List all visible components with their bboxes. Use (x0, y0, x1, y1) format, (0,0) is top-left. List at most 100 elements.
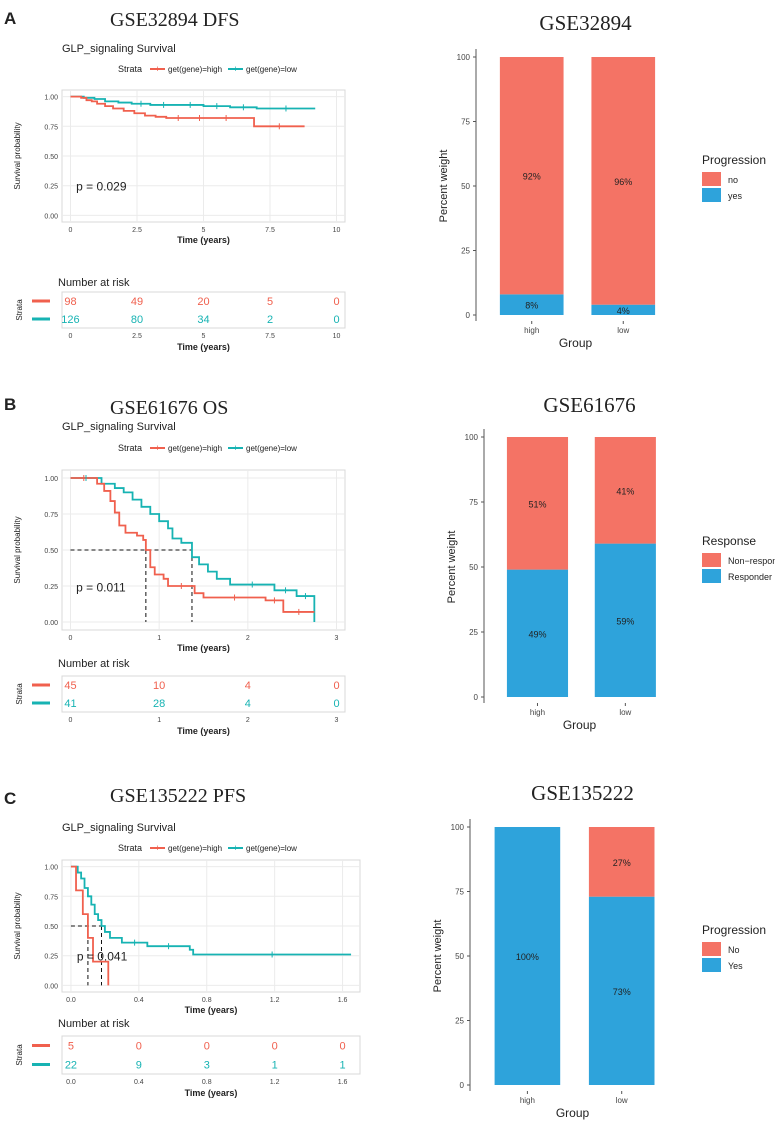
bar-plot-c: GSE135222 0 25 50 75 100 Percent weight 100% hig… (432, 781, 766, 1120)
bar-category-label: high (530, 708, 545, 717)
bar-category-label: low (619, 708, 631, 717)
km-curve-low (70, 95, 316, 110)
legend-low-marker: + (233, 843, 238, 853)
risk-ylabel: Strata (15, 1044, 24, 1066)
risk-xtick-label: 10 (333, 333, 341, 340)
legend-low-label: get(gene)=low (246, 844, 297, 853)
bar-ytick-label: 75 (469, 498, 478, 507)
km-xtick-label: 7.5 (265, 227, 275, 234)
bar-ytick-label: 50 (455, 952, 464, 961)
km-xtick-label: 0 (69, 635, 73, 642)
km-ytick-label: 1.00 (44, 95, 58, 102)
risk-xtick-label: 0 (69, 333, 73, 340)
bar-legend-bottom-swatch (702, 188, 721, 202)
bar-segment-no (499, 57, 564, 295)
risk-xtick-label: 3 (335, 717, 339, 724)
km-xlabel: Time (years) (177, 643, 230, 653)
bar-segment-nonresponder (506, 437, 569, 570)
bar-legend-bottom-label: Yes (728, 961, 743, 971)
bar-segment-no (591, 57, 656, 305)
bar-segment-yes (494, 827, 561, 1085)
bar-title: GSE61676 (543, 393, 635, 417)
bar-legend-title: Response (702, 534, 756, 548)
risk-count-low: 0 (333, 698, 339, 710)
legend-low-marker: + (233, 64, 238, 74)
bar-legend-bottom-label: yes (728, 191, 743, 201)
bar-bottom-label: 59% (616, 616, 634, 626)
bar-ytick-label: 75 (455, 888, 464, 897)
km-xtick-label: 0.8 (202, 997, 212, 1004)
risk-xtick-label: 2.5 (132, 333, 142, 340)
bar-ytick-label: 25 (461, 247, 470, 256)
km-xtick-label: 1 (157, 635, 161, 642)
risk-xtick-label: 2 (246, 717, 250, 724)
km-xtick-label: 2 (246, 635, 250, 642)
risk-xlabel: Time (years) (177, 342, 230, 352)
km-ytick-label: 0.25 (44, 584, 58, 591)
legend-high-label: get(gene)=high (168, 65, 222, 74)
risk-count-high: 0 (272, 1041, 278, 1053)
bar-plot-b: GSE61676 0 25 50 75 100 Percent weight 51% 49% hi… (446, 393, 775, 732)
bar-segment-yes (588, 896, 655, 1085)
risk-xlabel: Time (years) (185, 1088, 238, 1098)
bar-xlabel: Group (563, 718, 597, 732)
legend-strata-label: Strata (118, 64, 142, 74)
panel-letter: B (4, 395, 16, 414)
bar-ytick-label: 0 (474, 693, 479, 702)
risk-count-low: 1 (340, 1060, 346, 1072)
bar-ytick-label: 100 (451, 823, 465, 832)
km-ytick-label: 0.00 (44, 213, 58, 220)
risk-title: Number at risk (58, 277, 130, 289)
legend-low-label: get(gene)=low (246, 444, 297, 453)
risk-table-area (61, 1035, 361, 1075)
bar-ytick-label: 75 (461, 118, 470, 127)
risk-ylabel: Strata (15, 683, 24, 705)
risk-xtick-label: 1 (157, 717, 161, 724)
bar-ytick-label: 25 (455, 1017, 464, 1026)
risk-table-area (61, 291, 346, 329)
risk-title: Number at risk (58, 658, 130, 670)
legend-strata-label: Strata (118, 443, 142, 453)
km-pvalue: p = 0.011 (76, 581, 126, 595)
km-ytick-label: 0.00 (44, 620, 58, 627)
bar-legend-top-label: no (728, 175, 738, 185)
km-xtick-label: 1.2 (270, 997, 280, 1004)
legend-high-marker: + (155, 64, 160, 74)
risk-xtick-label: 0.4 (134, 1079, 144, 1086)
km-ytick-label: 0.50 (44, 548, 58, 555)
risk-count-high: 45 (64, 680, 76, 692)
km-plot-c: GSE135222 PFS GLP_signaling Survival Strat… (13, 785, 361, 1098)
bar-legend-title: Progression (702, 923, 766, 937)
bar-top-label: 27% (613, 858, 631, 868)
risk-count-low: 4 (245, 698, 251, 710)
risk-xtick-label: 0.8 (202, 1079, 212, 1086)
bar-segment-responder (594, 543, 656, 697)
km-xtick-label: 0.4 (134, 997, 144, 1004)
km-xtick-label: 0.0 (66, 997, 76, 1004)
km-heading: GSE61676 OS (110, 397, 228, 419)
km-ylabel: Survival probability (13, 892, 22, 959)
bar-top-label: 41% (616, 486, 634, 496)
bar-ytick-label: 50 (469, 563, 478, 572)
km-heading: GSE135222 PFS (110, 785, 246, 807)
risk-count-low: 126 (61, 314, 79, 326)
legend-high-label: get(gene)=high (168, 444, 222, 453)
risk-xtick-label: 7.5 (265, 333, 275, 340)
bar-segment-nonresponder (594, 437, 656, 544)
bar-bottom-label: 49% (528, 629, 546, 639)
km-curve-low (70, 477, 316, 622)
bar-legend-bottom-label: Responder (728, 572, 772, 582)
risk-count-high: 0 (333, 680, 339, 692)
risk-xtick-label: 0.0 (66, 1079, 76, 1086)
bar-xlabel: Group (556, 1106, 590, 1120)
km-xtick-label: 3 (335, 635, 339, 642)
panel-letter: A (4, 9, 16, 28)
km-plot-b: GSE61676 OS GLP_signaling Survival Strata +… (13, 397, 346, 736)
risk-count-low: 2 (267, 314, 273, 326)
km-xtick-label: 1.6 (338, 997, 348, 1004)
bar-legend-top-swatch (702, 942, 721, 956)
risk-count-high: 49 (131, 296, 143, 308)
legend-low-marker: + (233, 443, 238, 453)
risk-xtick-label: 5 (202, 333, 206, 340)
km-heading: GSE32894 DFS (110, 9, 239, 31)
